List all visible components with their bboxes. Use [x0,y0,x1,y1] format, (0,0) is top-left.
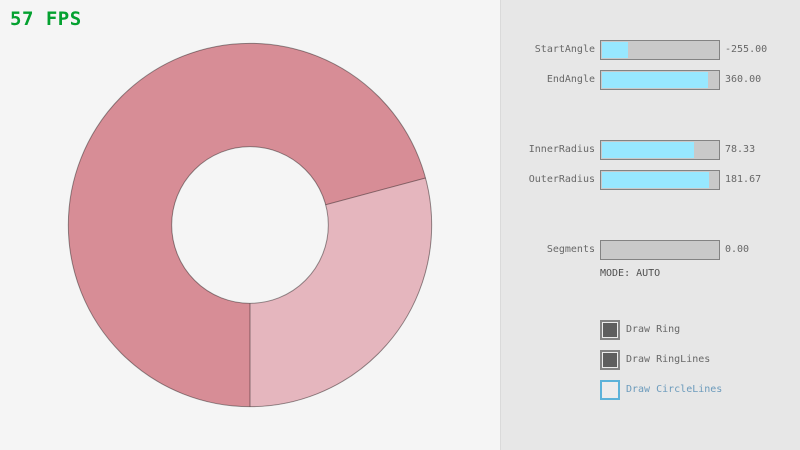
startangle-slider-fill [602,42,628,58]
endangle-slider-label: EndAngle [546,74,595,85]
draw-circlelines-checkbox-box[interactable] [600,380,620,400]
innerradius-slider-row: InnerRadius 78.33 [501,140,800,160]
startangle-slider-label: StartAngle [534,44,595,55]
outerradius-slider-row: OuterRadius 181.67 [501,170,800,190]
outerradius-slider-value: 181.67 [725,174,762,185]
startangle-slider-row: StartAngle -255.00 [501,40,800,60]
outerradius-slider-fill [602,172,710,188]
endangle-slider-value: 360.00 [725,74,762,85]
checkbox-check-mark [603,353,617,367]
innerradius-slider-fill [602,142,695,158]
segments-mode-text: MODE: AUTO [600,268,661,279]
segments-slider-row: Segments 0.00 [501,240,800,260]
draw-ring-checkbox-box[interactable] [600,320,620,340]
innerradius-slider-label: InnerRadius [528,144,595,155]
innerradius-slider-value: 78.33 [725,144,756,155]
startangle-slider-value: -255.00 [725,44,768,55]
fps-counter: 57 FPS [10,8,82,30]
segments-slider[interactable] [600,240,720,260]
controls-panel: StartAngle -255.00 EndAngle 360.00 Inner… [500,0,800,450]
endangle-slider-fill [602,72,709,88]
ring-outer-line [67,42,433,408]
segments-slider-label: Segments [546,244,595,255]
startangle-slider[interactable] [600,40,720,60]
ring-cap-line-start [325,177,426,206]
segments-slider-value: 0.00 [725,244,750,255]
draw-ring-checkbox-label: Draw Ring [626,324,681,335]
outerradius-slider-label: OuterRadius [528,174,595,185]
ring-inner-line [171,146,329,304]
endangle-slider-row: EndAngle 360.00 [501,70,800,90]
ring-hole [171,146,329,304]
endangle-slider[interactable] [600,70,720,90]
innerradius-slider[interactable] [600,140,720,160]
outerradius-slider[interactable] [600,170,720,190]
checkbox-check-mark [603,323,617,337]
draw-ringlines-checkbox-box[interactable] [600,350,620,370]
draw-circlelines-checkbox-label: Draw CircleLines [626,384,723,395]
draw-ringlines-checkbox-label: Draw RingLines [626,354,711,365]
